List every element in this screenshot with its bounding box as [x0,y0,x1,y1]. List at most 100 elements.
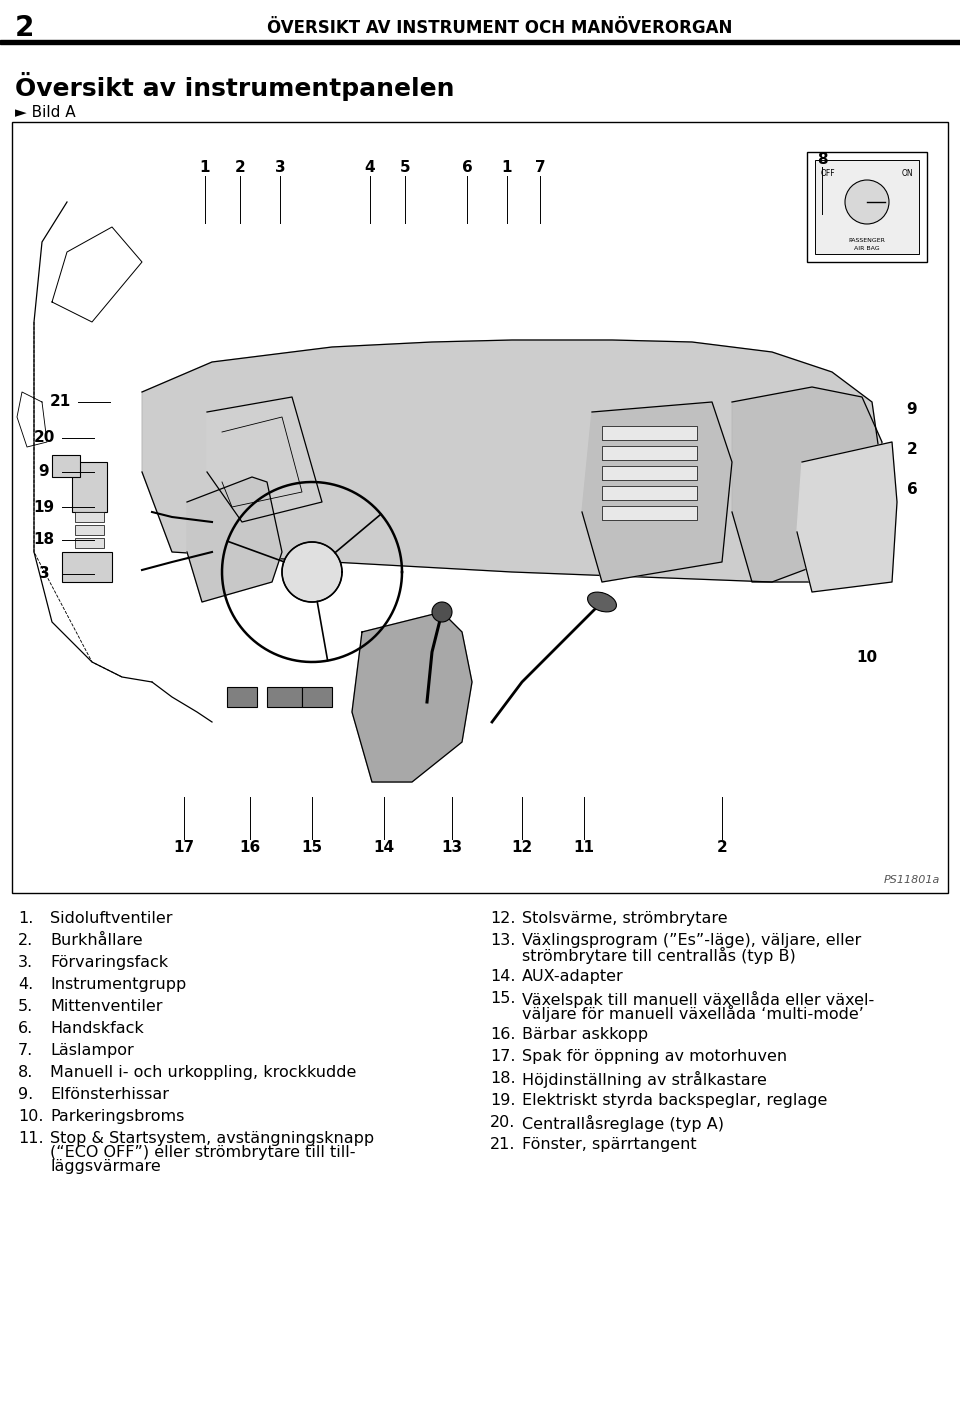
Bar [227,687,257,706]
Text: OFF: OFF [821,170,835,178]
Text: 13: 13 [442,839,463,855]
Text: 7: 7 [535,161,545,175]
Circle shape [432,602,452,622]
Text: Sidoluftventiler: Sidoluftventiler [50,911,173,926]
Text: 12: 12 [512,839,533,855]
Text: 20: 20 [34,431,55,445]
Text: 3.: 3. [18,955,34,969]
Text: 17: 17 [174,839,195,855]
Bar [807,153,927,261]
Text: 20.: 20. [490,1115,516,1130]
Polygon shape [207,397,322,521]
Text: PASSENGER: PASSENGER [849,237,885,243]
Polygon shape [187,478,282,602]
Polygon shape [732,387,882,582]
Text: 1: 1 [200,161,210,175]
Text: 1.: 1. [18,911,34,926]
Text: Höjdinställning av strålkastare: Höjdinställning av strålkastare [522,1071,767,1088]
Circle shape [282,543,342,602]
Text: Spak för öppning av motorhuven: Spak för öppning av motorhuven [522,1048,787,1064]
Text: 9: 9 [906,403,918,417]
Text: 11.: 11. [18,1130,43,1146]
Text: Läslampor: Läslampor [50,1043,133,1058]
Text: 2.: 2. [18,933,34,948]
Text: 14: 14 [373,839,395,855]
Bar [302,687,332,706]
Text: Parkeringsbroms: Parkeringsbroms [50,1109,184,1123]
Text: 2: 2 [906,442,918,458]
Polygon shape [582,403,732,582]
Text: 13.: 13. [490,933,516,948]
Bar [75,538,104,548]
Text: 16: 16 [239,839,260,855]
Text: 1: 1 [502,161,513,175]
Text: Fönster, spärrtangent: Fönster, spärrtangent [522,1137,697,1152]
Ellipse shape [588,592,616,612]
Text: 8.: 8. [18,1065,34,1080]
Bar [602,447,697,461]
Text: 12.: 12. [490,911,516,926]
Text: 21: 21 [49,394,71,410]
Text: 10: 10 [856,650,877,664]
Text: 11: 11 [573,839,594,855]
Text: Instrumentgrupp: Instrumentgrupp [50,976,186,992]
Text: Centrallåsreglage (typ A): Centrallåsreglage (typ A) [522,1115,724,1132]
Text: 6.: 6. [18,1022,34,1036]
Text: Burkhållare: Burkhållare [50,933,143,948]
Text: Stop & Startsystem, avstängningsknapp: Stop & Startsystem, avstängningsknapp [50,1130,374,1146]
Text: 2: 2 [716,839,728,855]
Text: Förvaringsfack: Förvaringsfack [50,955,168,969]
Text: 4: 4 [365,161,375,175]
Text: läggsvärmare: läggsvärmare [50,1159,160,1174]
Bar [267,687,302,706]
Text: Bärbar askkopp: Bärbar askkopp [522,1027,648,1041]
Text: 14.: 14. [490,969,516,983]
Text: (“ECO OFF”) eller strömbrytare till till-: (“ECO OFF”) eller strömbrytare till till… [50,1145,355,1160]
Text: 3: 3 [38,567,49,582]
Circle shape [845,179,889,225]
Bar [52,455,80,478]
Text: Mittenventiler: Mittenventiler [50,999,162,1015]
Text: ÖVERSIKT AV INSTRUMENT OCH MANÖVERORGAN: ÖVERSIKT AV INSTRUMENT OCH MANÖVERORGAN [267,18,732,37]
Text: 2: 2 [15,14,35,42]
Text: 21.: 21. [490,1137,516,1152]
Text: PS11801a: PS11801a [883,875,940,885]
Text: Handskfack: Handskfack [50,1022,144,1036]
Text: 15: 15 [301,839,323,855]
Text: 16.: 16. [490,1027,516,1041]
Text: 7.: 7. [18,1043,34,1058]
Text: AUX-adapter: AUX-adapter [522,969,624,983]
Text: 19.: 19. [490,1094,516,1108]
Text: Växlingsprogram (”Es”-läge), väljare, eller: Växlingsprogram (”Es”-läge), väljare, el… [522,933,861,948]
Bar [62,552,112,582]
Text: 8: 8 [817,151,828,167]
Text: 19: 19 [34,500,55,514]
Bar [602,486,697,500]
Text: 18: 18 [34,533,55,547]
Text: strömbrytare till centrallås (typ B): strömbrytare till centrallås (typ B) [522,947,796,964]
Text: 18.: 18. [490,1071,516,1087]
Text: Stolsvärme, strömbrytare: Stolsvärme, strömbrytare [522,911,728,926]
Bar [75,526,104,536]
Text: Växelspak till manuell växellåda eller växel-: Växelspak till manuell växellåda eller v… [522,991,875,1007]
Text: 4.: 4. [18,976,34,992]
Text: 5.: 5. [18,999,34,1015]
Text: 17.: 17. [490,1048,516,1064]
Text: 5: 5 [399,161,410,175]
Text: ON: ON [902,170,914,178]
Bar [72,462,107,512]
Bar [602,466,697,480]
Text: AIR BAG: AIR BAG [854,246,879,250]
Text: Elektriskt styrda backspeglar, reglage: Elektriskt styrda backspeglar, reglage [522,1094,828,1108]
Polygon shape [142,341,882,582]
Text: väljare för manuell växellåda ‘multi-mode’: väljare för manuell växellåda ‘multi-mod… [522,1005,864,1022]
Text: 9.: 9. [18,1087,34,1102]
Bar [75,512,104,521]
Text: ► Bild A: ► Bild A [15,105,76,120]
Text: 6: 6 [906,482,918,497]
Text: Elfönsterhissar: Elfönsterhissar [50,1087,169,1102]
Text: 15.: 15. [490,991,516,1006]
Bar [602,506,697,520]
Text: 9: 9 [38,465,49,479]
Bar [602,425,697,439]
